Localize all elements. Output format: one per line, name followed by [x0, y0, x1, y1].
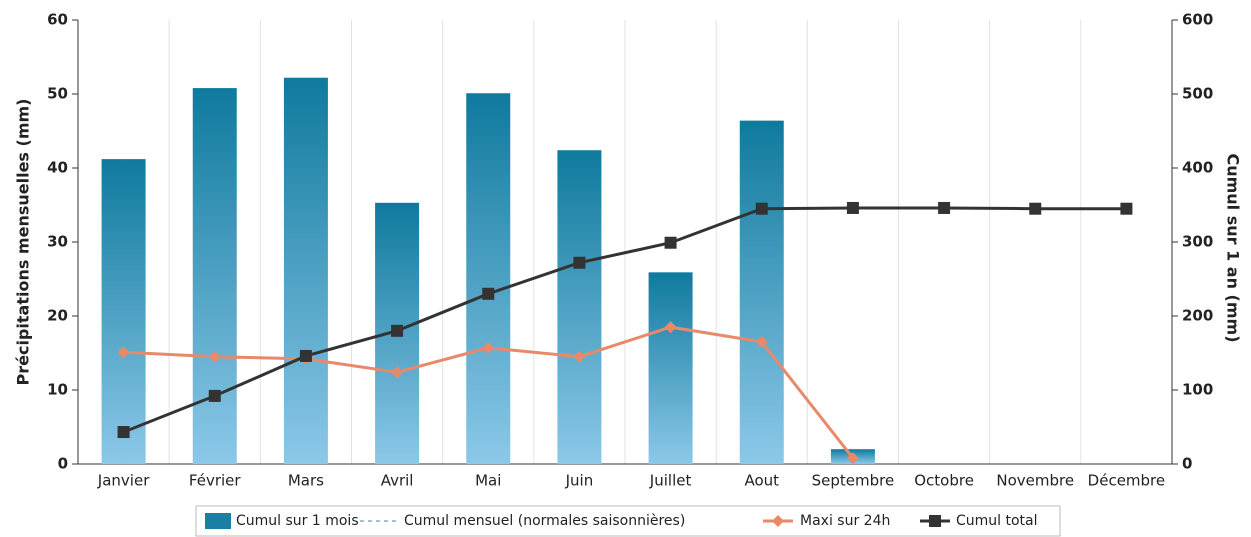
legend-marker: [772, 515, 784, 527]
y2-tick-label: 200: [1182, 307, 1213, 325]
y2-tick-label: 300: [1182, 233, 1213, 251]
marker: [482, 341, 495, 354]
marker: [938, 201, 951, 214]
marker: [573, 256, 586, 269]
y-tick-label: 20: [47, 307, 68, 325]
y2-tick-label: 500: [1182, 85, 1213, 103]
marker: [846, 452, 859, 465]
x-tick-label: Avril: [381, 472, 414, 490]
legend-label[interactable]: Cumul sur 1 mois: [236, 513, 359, 529]
marker: [573, 350, 586, 363]
y-tick-label: 40: [47, 159, 68, 177]
x-tick-label: Mars: [288, 472, 324, 490]
legend-swatch: [205, 513, 231, 529]
x-tick-label: Janvier: [97, 472, 150, 490]
marker: [117, 426, 130, 439]
x-tick-label: Novembre: [996, 472, 1074, 490]
x-tick-label: Juin: [565, 472, 594, 490]
bar: [648, 272, 693, 464]
y2-tick-label: 100: [1182, 381, 1213, 399]
bar: [283, 77, 328, 464]
marker: [755, 202, 768, 215]
marker: [1120, 202, 1133, 215]
x-tick-label: Février: [189, 472, 241, 490]
y-tick-label: 50: [47, 85, 68, 103]
legend-label[interactable]: Cumul total: [956, 513, 1038, 529]
legend-marker: [929, 515, 941, 527]
x-tick-label: Mai: [475, 472, 501, 490]
bar: [101, 159, 146, 464]
marker: [846, 201, 859, 214]
bar: [557, 150, 602, 465]
x-tick-label: Décembre: [1088, 472, 1165, 490]
x-tick-label: Octobre: [914, 472, 974, 490]
y2-axis-label: Cumul sur 1 an (mm): [1224, 153, 1243, 342]
y2-tick-label: 400: [1182, 159, 1213, 177]
marker: [299, 349, 312, 362]
y2-tick-label: 600: [1182, 11, 1213, 29]
x-tick-label: Septembre: [812, 472, 895, 490]
marker: [391, 366, 404, 379]
bar: [192, 88, 237, 464]
marker: [391, 324, 404, 337]
legend-box: [195, 505, 1061, 537]
y2-tick-label: 0: [1182, 455, 1192, 473]
y-tick-label: 10: [47, 381, 68, 399]
y-tick-label: 60: [47, 11, 68, 29]
y-axis-label: Précipitations mensuelles (mm): [14, 99, 33, 386]
marker: [664, 236, 677, 249]
bar: [466, 93, 511, 464]
marker: [208, 350, 221, 363]
line: [123, 206, 1127, 434]
x-tick-label: Aout: [744, 472, 779, 490]
legend-label[interactable]: Cumul mensuel (normales saisonnières): [404, 513, 685, 529]
marker: [208, 389, 221, 402]
bar: [739, 120, 784, 464]
y-tick-label: 0: [58, 455, 68, 473]
x-tick-label: Juillet: [649, 472, 692, 490]
marker: [117, 346, 130, 359]
marker: [755, 335, 768, 348]
marker: [664, 321, 677, 334]
marker: [482, 287, 495, 300]
y-tick-label: 30: [47, 233, 68, 251]
marker: [1029, 202, 1042, 215]
legend-label[interactable]: Maxi sur 24h: [800, 513, 890, 529]
